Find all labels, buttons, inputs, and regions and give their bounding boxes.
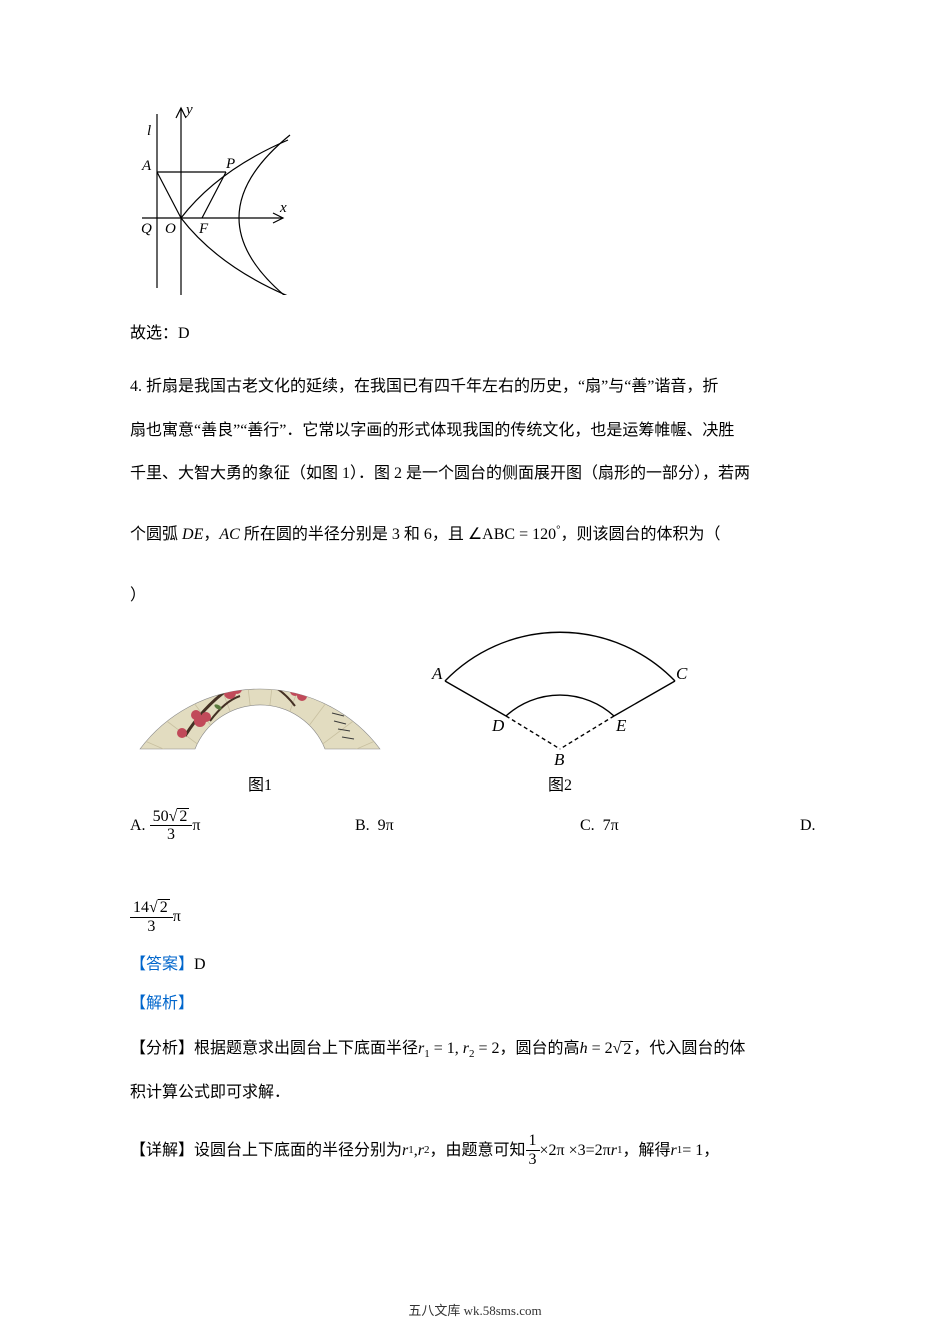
fan-diagram: A C D E B (420, 621, 700, 766)
svg-text:y: y (184, 102, 193, 118)
ana-eq1: = 1, (430, 1040, 463, 1057)
q4-line4: 个圆弧 DE，AC 所在圆的半径分别是 3 和 6，且 ∠ABC = 120°，… (130, 517, 820, 552)
optA-frac: 50√2 3 (150, 808, 193, 844)
svg-text:x: x (279, 200, 287, 216)
analysis-p2: 积计算公式即可求解． (130, 1075, 820, 1110)
q4-num: 4. (130, 378, 146, 395)
analysis-label-line: 【解析】 (130, 986, 820, 1021)
ana-h: h (580, 1040, 588, 1057)
q4-p4e: 所在圆的半径分别是 3 和 6，且 (240, 526, 468, 543)
det-frac-den: 3 (526, 1151, 540, 1169)
svg-text:A: A (141, 158, 152, 174)
optC-val: 7π (603, 808, 619, 843)
q4-p1: 折扇是我国古老文化的延续，在我国已有四千年左右的历史，“扇”与“善”谐音，折 (146, 378, 718, 395)
figure-1-col: 图1 (130, 631, 390, 803)
q4-p4a: 个圆弧 (130, 526, 182, 543)
svg-text:l: l (147, 123, 151, 139)
optA-num: 50 (153, 808, 169, 825)
svg-text:O: O (165, 221, 176, 237)
optB-val: 9π (378, 808, 394, 843)
q4-line5: ） (130, 578, 820, 613)
det-c: ，解得 (622, 1133, 670, 1168)
parabola-svg: y l A P Q O F x (138, 100, 293, 295)
svg-text:Q: Q (141, 221, 152, 237)
det-d: ， (703, 1133, 719, 1168)
svg-text:E: E (615, 716, 627, 735)
optD-rad: 2 (158, 899, 170, 916)
analysis-label: 【解析】 (130, 995, 194, 1012)
q4-ac: AC (219, 526, 239, 543)
figures-row: 图1 A C D E B (130, 621, 820, 803)
fan-painting (130, 631, 390, 766)
optD-frac: 14√2 3 (130, 899, 173, 935)
svg-text:A: A (431, 664, 443, 683)
optD-letter: D. (800, 808, 816, 843)
ana-eq2: = 2 (475, 1040, 500, 1057)
q4-line3: 千里、大智大勇的象征（如图 1）．图 2 是一个圆台的侧面展开图（扇形的一部分）… (130, 456, 820, 491)
optA-letter: A. (130, 808, 146, 843)
q4-p4c: ， (203, 526, 219, 543)
ana-eq3: = 2 (588, 1040, 613, 1057)
q4-line2: 扇也寓意“善良”“善行”．它常以字画的形式体现我国的传统文化，也是运筹帷幄、决胜 (130, 413, 820, 448)
parabola-figure: y l A P Q O F x (138, 100, 298, 308)
conclude-line: 故选：D (130, 316, 820, 351)
detail-b: ，由题意可知 (429, 1133, 525, 1168)
optD-tail: π (173, 908, 181, 925)
q4-de: DE (182, 526, 203, 543)
svg-text:B: B (554, 750, 565, 766)
option-a: A. 50√2 3 π (130, 808, 355, 844)
analysis-p1a: 【分析】根据题意求出圆台上下底面半径 (130, 1040, 418, 1057)
optA-rad: 2 (177, 808, 189, 825)
detail-a: 【详解】设圆台上下底面的半径分别为 (130, 1133, 402, 1168)
answer-value: D (194, 956, 206, 973)
det-frac-num: 1 (526, 1132, 540, 1151)
fig2-caption: 图2 (548, 768, 572, 803)
option-d: D. (800, 808, 820, 843)
figure-2-col: A C D E B 图2 (420, 621, 700, 803)
svg-text:P: P (225, 156, 235, 172)
svg-text:C: C (676, 664, 688, 683)
answer-label: 【答案】 (130, 956, 194, 973)
question-4: 4. 折扇是我国古老文化的延续，在我国已有四千年左右的历史，“扇”与“善”谐音，… (130, 369, 820, 613)
options-row: A. 50√2 3 π B. 9π C. 7π D. (130, 808, 820, 844)
q4-angle: ∠ABC = 120 (468, 526, 556, 543)
det-eq: = 1 (682, 1133, 703, 1168)
analysis-p1b: ，圆台的高 (500, 1040, 580, 1057)
det-frac: 1 3 (526, 1132, 540, 1168)
optD-num: 14 (133, 899, 149, 916)
svg-text:F: F (198, 221, 209, 237)
answer-line: 【答案】D (130, 947, 820, 982)
optA-tail: π (192, 808, 200, 843)
detail-line: 【详解】设圆台上下底面的半径分别为r1, r2，由题意可知 1 3 ×2π ×3… (130, 1132, 820, 1168)
ana-rad: 2 (621, 1041, 633, 1058)
option-c: C. 7π (580, 808, 800, 843)
option-d-value: 14√2 3 π (130, 899, 820, 935)
page-footer: 五八文库 wk.58sms.com (0, 1297, 950, 1326)
option-b: B. 9π (355, 808, 580, 843)
optD-den: 3 (144, 918, 158, 936)
optC-letter: C. (580, 808, 595, 843)
svg-text:D: D (491, 716, 505, 735)
analysis-p1c: ，代入圆台的体 (633, 1040, 745, 1057)
fig1-caption: 图1 (248, 768, 272, 803)
det-mid: ×2π ×3=2π (540, 1133, 611, 1168)
optA-den: 3 (164, 826, 178, 844)
q4-line1: 4. 折扇是我国古老文化的延续，在我国已有四千年左右的历史，“扇”与“善”谐音，… (130, 369, 820, 404)
optB-letter: B. (355, 808, 370, 843)
q4-p4f: ，则该圆台的体积为（ (561, 526, 721, 543)
analysis-p1: 【分析】根据题意求出圆台上下底面半径r1 = 1, r2 = 2，圆台的高h =… (130, 1031, 820, 1066)
